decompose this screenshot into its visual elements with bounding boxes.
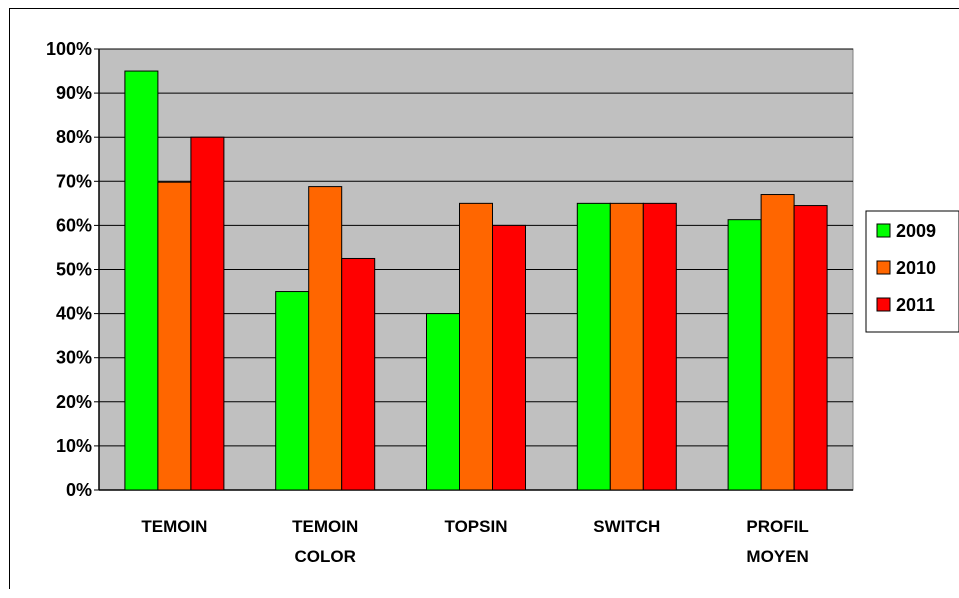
y-tick-label: 40% <box>56 304 92 324</box>
bar-2011 <box>492 224 526 491</box>
y-tick-label: 10% <box>56 436 92 456</box>
bar-2011 <box>793 205 828 491</box>
x-category-label: TEMOIN <box>292 517 358 536</box>
bar-2009 <box>576 202 611 491</box>
bar-chart: 0% 10% 20% 30% 40% 50% 60% 70% 80% 90% 100% TEMOIN T… <box>46 39 959 566</box>
x-category-label: PROFIL <box>746 517 808 536</box>
x-category-label: SWITCH <box>593 517 660 536</box>
bar-2010 <box>760 194 795 491</box>
y-tick-label: 70% <box>56 171 92 191</box>
x-category-label: TEMOIN <box>141 517 207 536</box>
y-tick-label: 80% <box>56 127 92 147</box>
legend-swatch-2009 <box>876 223 891 238</box>
bar-2010 <box>157 181 192 491</box>
x-category-label: COLOR <box>295 547 356 566</box>
y-tick-label: 0% <box>66 480 92 500</box>
x-category-label: TOPSIN <box>445 517 508 536</box>
y-tick-label: 90% <box>56 83 92 103</box>
bar-2009 <box>124 70 159 491</box>
bar-2010 <box>609 202 644 491</box>
y-tick-label: 100% <box>46 39 92 59</box>
legend-swatch-2010 <box>876 260 891 275</box>
bar-2011 <box>642 202 677 491</box>
y-tick-label: 20% <box>56 392 92 412</box>
y-tick-label: 60% <box>56 215 92 235</box>
legend-swatch-2011 <box>876 297 891 312</box>
legend-label: 2011 <box>896 295 935 315</box>
bar-2010 <box>308 186 343 491</box>
y-tick-label: 50% <box>56 260 92 280</box>
bar-2009 <box>727 219 762 491</box>
legend-label: 2010 <box>896 258 936 278</box>
bar-2011 <box>341 257 376 491</box>
chart-area: 0% 10% 20% 30% 40% 50% 60% 70% 80% 90% 100% TEMOIN T… <box>9 8 959 589</box>
legend-label: 2009 <box>896 221 936 241</box>
bar-2009 <box>426 313 460 491</box>
bar-2010 <box>459 202 493 491</box>
x-category-label: MOYEN <box>746 547 808 566</box>
bar-2009 <box>275 291 310 491</box>
bar-2011 <box>190 136 225 491</box>
y-tick-label: 30% <box>56 348 92 368</box>
